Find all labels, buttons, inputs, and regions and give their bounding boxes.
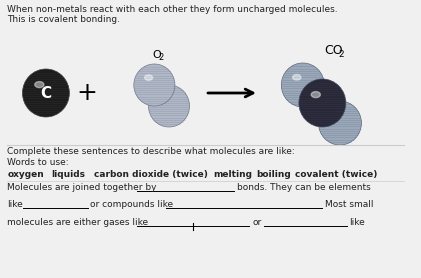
Circle shape bbox=[318, 101, 361, 145]
Text: boiling: boiling bbox=[256, 170, 290, 179]
FancyArrowPatch shape bbox=[208, 89, 253, 97]
Text: This is covalent bonding.: This is covalent bonding. bbox=[7, 15, 120, 24]
Text: like: like bbox=[349, 218, 365, 227]
Ellipse shape bbox=[293, 75, 301, 80]
Text: CO: CO bbox=[324, 44, 343, 57]
Text: Words to use:: Words to use: bbox=[7, 158, 69, 167]
Text: Most small: Most small bbox=[325, 200, 374, 209]
Ellipse shape bbox=[330, 113, 338, 118]
Text: Molecules are joined together by: Molecules are joined together by bbox=[7, 183, 156, 192]
Text: When non-metals react with each other they form uncharged molecules.: When non-metals react with each other th… bbox=[7, 5, 338, 14]
Text: or compounds like: or compounds like bbox=[90, 200, 173, 209]
Text: melting: melting bbox=[213, 170, 252, 179]
Ellipse shape bbox=[144, 75, 152, 80]
Text: molecules are either gases like: molecules are either gases like bbox=[7, 218, 148, 227]
Circle shape bbox=[22, 69, 69, 117]
Text: Complete these sentences to describe what molecules are like:: Complete these sentences to describe wha… bbox=[7, 147, 295, 156]
Text: bonds. They can be elements: bonds. They can be elements bbox=[237, 183, 371, 192]
Text: or: or bbox=[253, 218, 262, 227]
Circle shape bbox=[134, 64, 175, 106]
Text: 2: 2 bbox=[158, 53, 163, 62]
Text: oxygen: oxygen bbox=[8, 170, 45, 179]
Text: liquids: liquids bbox=[51, 170, 85, 179]
Circle shape bbox=[299, 79, 346, 127]
Text: covalent (twice): covalent (twice) bbox=[295, 170, 377, 179]
Text: carbon dioxide (twice): carbon dioxide (twice) bbox=[94, 170, 208, 179]
Text: like: like bbox=[7, 200, 23, 209]
Ellipse shape bbox=[159, 96, 167, 101]
Circle shape bbox=[281, 63, 324, 107]
Ellipse shape bbox=[311, 91, 320, 98]
Text: O: O bbox=[152, 50, 161, 60]
Text: 2: 2 bbox=[338, 50, 344, 59]
Ellipse shape bbox=[35, 81, 44, 88]
Circle shape bbox=[149, 85, 189, 127]
Text: +: + bbox=[77, 81, 97, 105]
Text: C: C bbox=[40, 86, 51, 101]
